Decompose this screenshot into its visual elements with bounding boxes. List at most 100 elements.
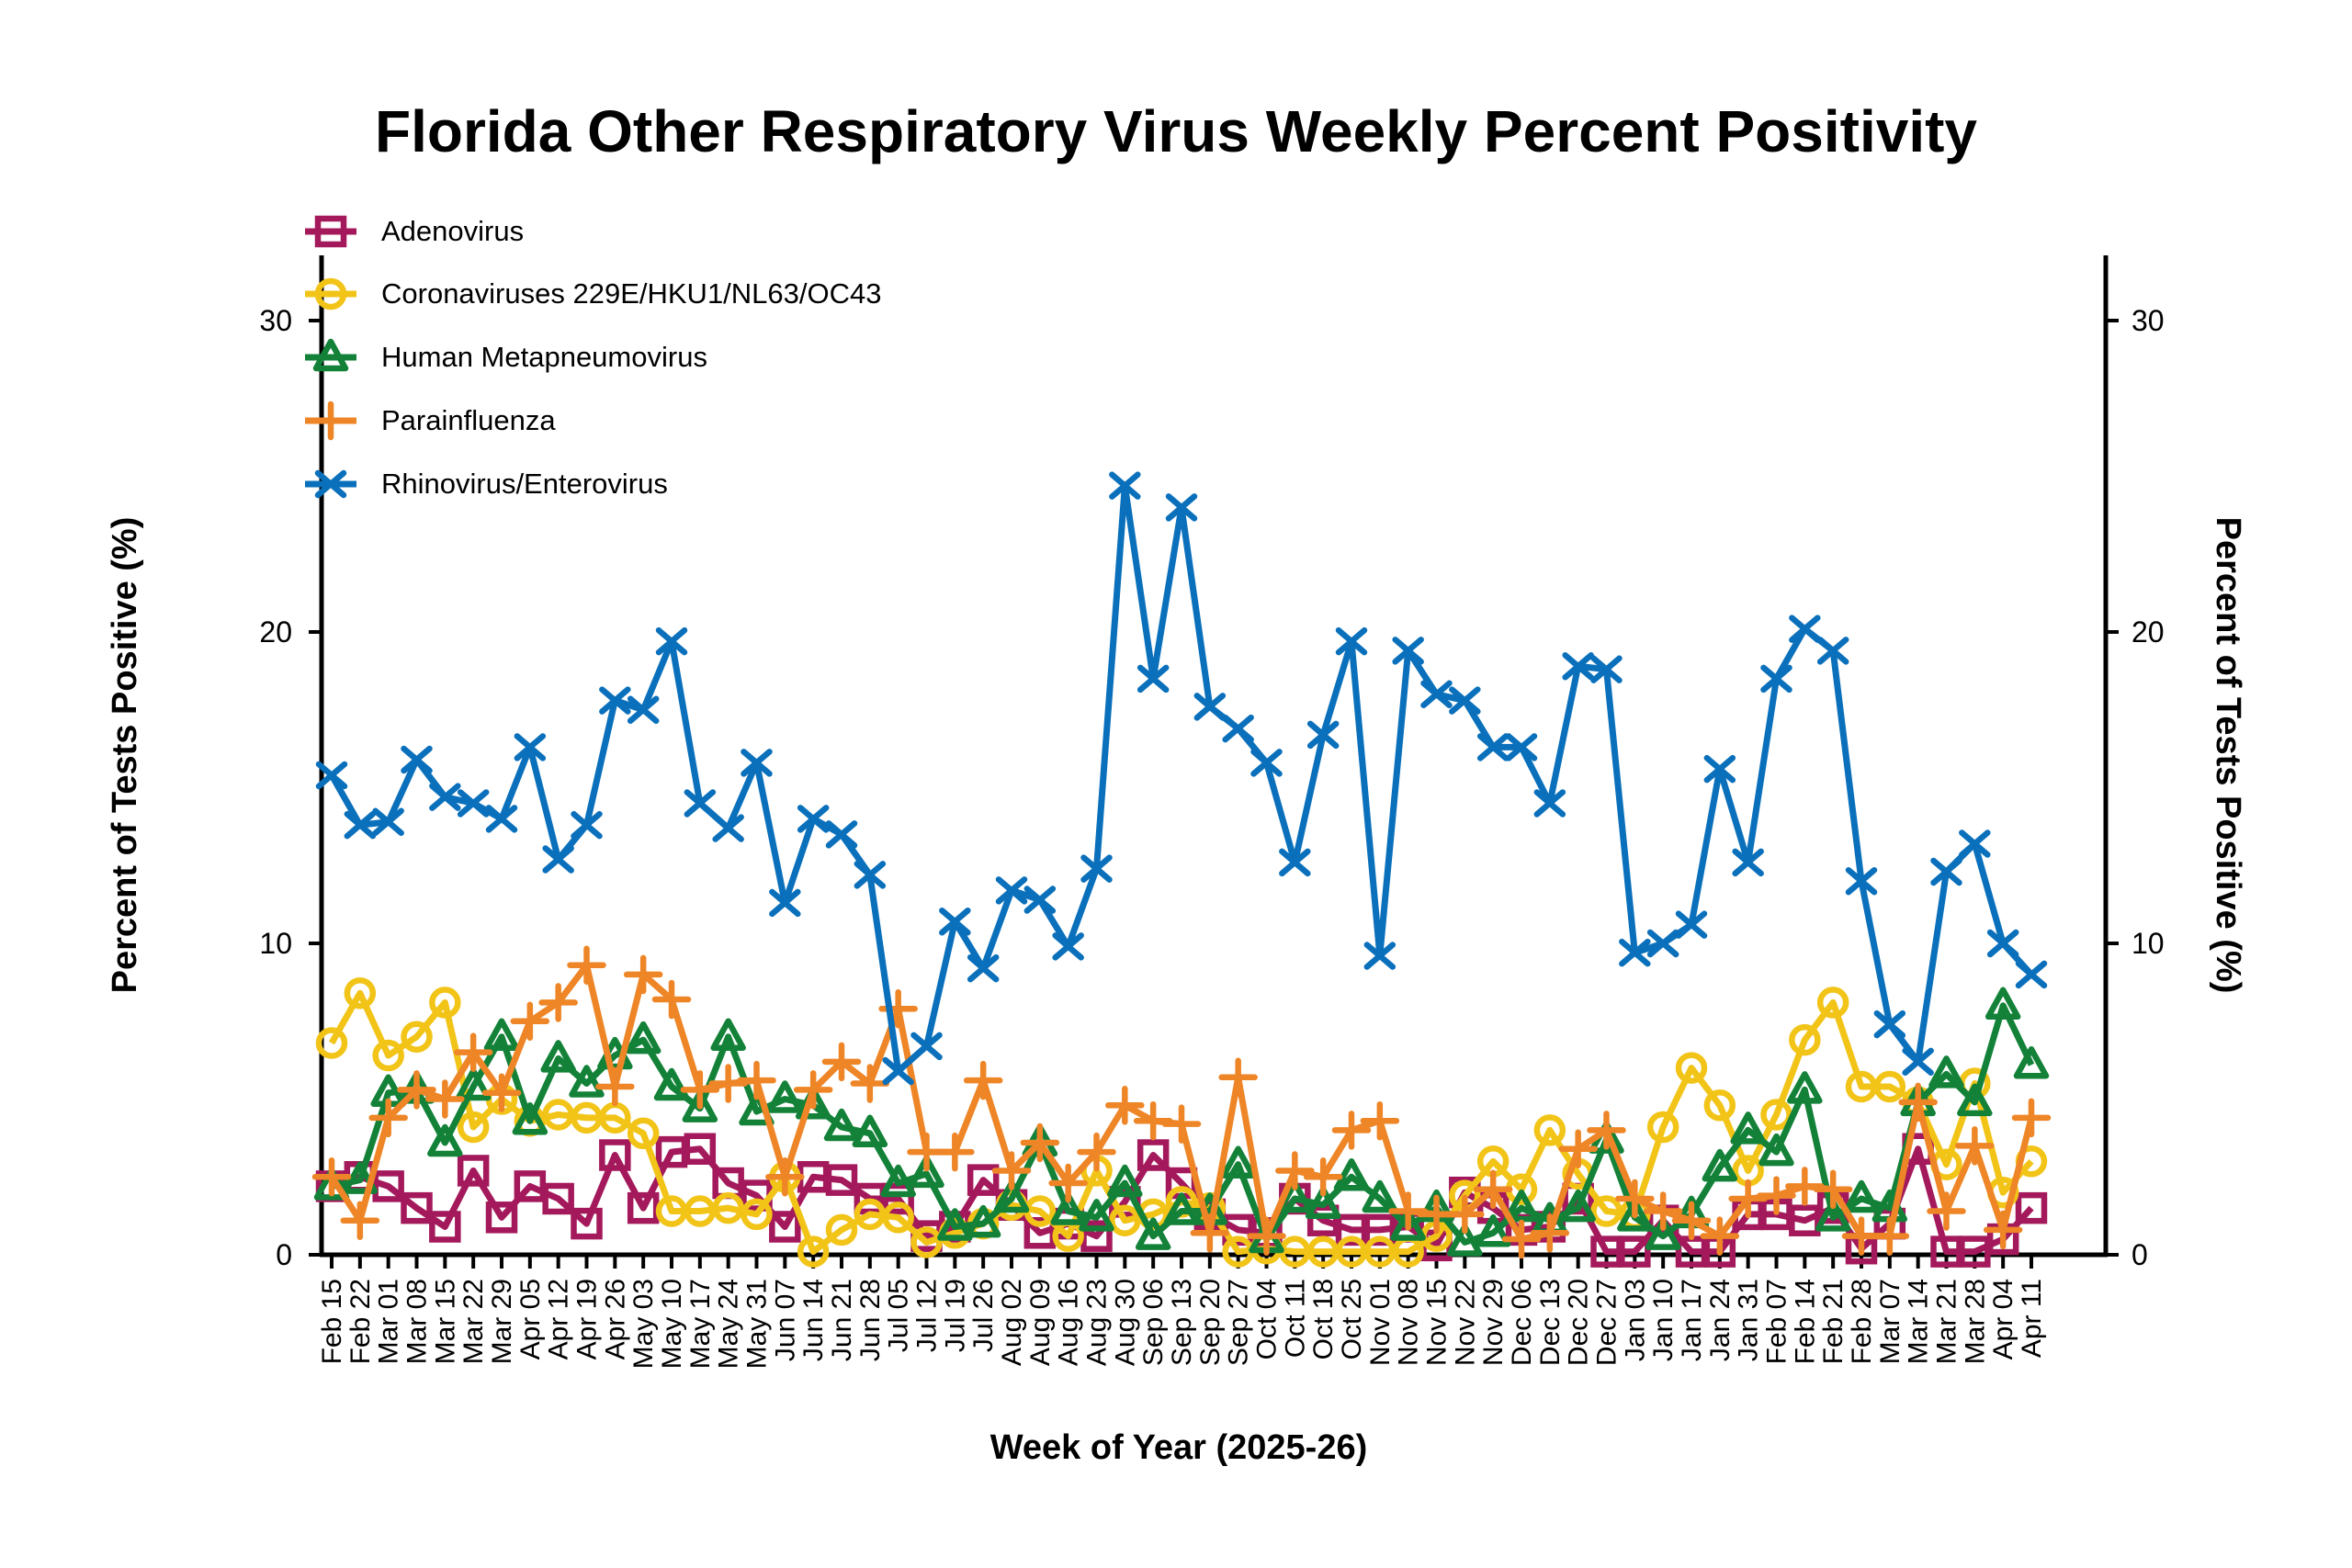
data-point [769,1211,801,1243]
data-point [344,810,377,840]
legend-item-adenovirus: Adenovirus [305,215,524,248]
data-point [882,1056,914,1086]
data-point [880,1164,916,1198]
x-tick-label: Aug 30 [1110,1279,1140,1366]
data-point [2013,1045,2050,1079]
data-point [712,814,744,842]
circle-marker-icon [305,277,356,310]
data-point [1619,938,1651,967]
y-ticks-left: 0 10 20 30 [259,304,322,1271]
data-point [401,745,433,774]
data-point [1590,655,1623,683]
data-point [1220,1145,1256,1179]
data-point [852,1114,888,1148]
data-point [967,1164,1000,1196]
legend-label: Rhinovirus/Enterovirus [381,468,668,500]
data-point [1475,1214,1511,1247]
data-point [767,1080,803,1113]
x-tick-label: Jun 07 [770,1279,800,1361]
x-tick-label: Jan 03 [1620,1279,1650,1361]
data-point [910,1032,943,1061]
legend-marker-shape [314,277,347,310]
series-line-human-metapneumovirus [331,1002,2035,1246]
data-point [1928,1055,1964,1089]
x-tick-label: Feb 22 [345,1279,376,1364]
data-point [453,1032,493,1072]
y-axis-title-right: Percent of Tests Positive (%) [2209,517,2247,994]
legend-item-parainfluenza: Parainfluenza [305,400,556,441]
data-point [485,805,518,833]
x-tick-label: Sep 06 [1138,1279,1169,1366]
data-point [1447,1224,1483,1257]
data-point [963,1060,1003,1100]
data-point [1133,1100,1173,1141]
x-tick-label: Mar 28 [1960,1279,1990,1364]
data-point [1986,929,2019,958]
data-point [372,1039,404,1072]
data-point [712,1191,744,1224]
data-point [965,1204,1001,1238]
data-point [1362,1179,1398,1213]
data-point [823,1108,860,1142]
legend-label: Coronaviruses 229E/HKU1/NL63/OC43 [381,277,882,310]
series-parainfluenza [311,945,2052,1259]
y-tick-label-right: 0 [2132,1238,2148,1271]
data-point [627,1117,660,1150]
data-point [1787,1071,1823,1104]
chart-title: Florida Other Respiratory Virus Weekly P… [375,98,1977,164]
data-point [825,1213,858,1247]
data-point [1335,626,1368,656]
data-point [1615,1179,1655,1219]
x-tick-label: Oct 11 [1280,1279,1310,1358]
data-point [1449,686,1481,715]
x-tick-label: Mar 14 [1904,1279,1934,1364]
y-axis-title-left: Percent of Tests Positive (%) [106,517,144,994]
data-point [1816,987,1849,1019]
data-point [1305,1186,1341,1220]
triangle-marker-icon [305,338,356,372]
data-point [825,820,858,849]
x-tick-label: Dec 06 [1507,1279,1537,1366]
series-layer [311,471,2052,1268]
data-point [1843,1179,1880,1213]
x-tick-label: Feb 07 [1762,1279,1792,1364]
data-point [1870,1216,1910,1256]
data-point [401,1191,433,1224]
data-point [793,1070,833,1110]
data-point [595,1066,635,1107]
data-point [653,1067,690,1101]
data-point [372,1170,404,1202]
data-point [797,805,830,833]
data-point [680,1070,720,1110]
data-point [1163,1192,1200,1225]
data-point [512,1101,548,1135]
legend-item-human-metapneumovirus: Human Metapneumovirus [305,338,707,373]
data-point [684,1133,717,1165]
x-tick-label: Jul 26 [968,1279,999,1352]
x-tick-label: Sep 27 [1224,1279,1254,1366]
y-tick-label-left: 10 [259,927,292,960]
data-point [627,695,660,724]
legend-label: Adenovirus [381,215,524,247]
y-tick-label-left: 30 [259,304,292,337]
data-point [625,1021,662,1055]
data-point [1503,1189,1540,1223]
data-point [1476,733,1510,761]
data-point [882,1201,914,1234]
x-tick-label: Sep 20 [1195,1279,1226,1366]
data-point [1161,1104,1202,1144]
x-tick-label: Dec 20 [1564,1279,1594,1366]
data-point [737,1060,776,1100]
data-point [571,810,603,840]
x-tick-label: Jan 17 [1677,1279,1707,1361]
data-point [1562,652,1594,681]
data-point [311,1157,352,1197]
x-tick-label: Jul 05 [884,1279,914,1352]
x-marker-icon [305,469,356,499]
data-point [401,1021,433,1053]
data-point [939,908,971,936]
x-tick-label: Oct 04 [1252,1279,1283,1359]
data-point [1077,1132,1116,1172]
x-tick-label: Apr 04 [1988,1279,2018,1359]
data-point [510,1001,550,1041]
